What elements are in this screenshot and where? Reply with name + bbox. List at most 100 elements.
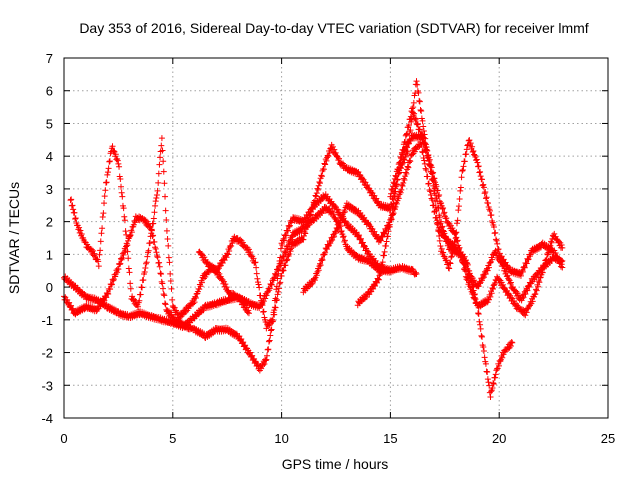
data-point xyxy=(471,295,478,302)
data-point xyxy=(407,136,414,143)
data-point xyxy=(228,242,235,249)
data-point xyxy=(395,195,402,202)
data-point xyxy=(127,280,134,287)
data-point xyxy=(439,223,446,230)
data-point xyxy=(255,281,262,288)
data-point xyxy=(469,143,476,150)
data-point xyxy=(150,215,157,222)
data-point xyxy=(392,188,399,195)
data-point xyxy=(275,285,282,292)
data-point xyxy=(525,283,531,290)
data-point xyxy=(484,267,491,274)
data-point xyxy=(415,89,422,96)
data-point xyxy=(419,148,426,155)
data-point xyxy=(460,163,467,170)
data-point xyxy=(508,339,515,346)
data-point xyxy=(103,179,110,186)
data-point xyxy=(437,242,444,249)
data-point xyxy=(544,250,551,257)
data-point xyxy=(66,303,73,310)
data-point xyxy=(509,339,516,346)
data-point xyxy=(96,251,103,258)
data-point xyxy=(375,276,382,283)
data-point xyxy=(400,151,407,158)
data-point xyxy=(323,157,330,164)
data-point xyxy=(315,267,322,274)
data-point xyxy=(91,250,98,257)
data-point xyxy=(216,263,223,270)
axis-ticks: 0 5 10 15 20 25 -4 -3 -2 -1 0 1 2 3 4 5 6 7 xyxy=(41,51,615,446)
data-point xyxy=(315,186,322,193)
data-point xyxy=(152,202,159,209)
data-point xyxy=(160,168,167,175)
data-point xyxy=(318,257,325,264)
data-point xyxy=(536,279,543,286)
data-point xyxy=(389,203,396,210)
data-point xyxy=(402,169,409,176)
data-point xyxy=(390,179,397,186)
data-point xyxy=(434,221,441,228)
data-point xyxy=(317,262,324,269)
data-point xyxy=(394,176,401,183)
data-point xyxy=(558,242,565,249)
data-point xyxy=(154,187,161,194)
data-point xyxy=(166,259,173,266)
data-point xyxy=(275,263,282,270)
data-point xyxy=(330,211,337,218)
data-point xyxy=(353,229,360,236)
data-point xyxy=(153,194,160,201)
data-point xyxy=(95,263,102,270)
data-point xyxy=(372,232,379,239)
data-point xyxy=(266,337,273,344)
data-point xyxy=(339,234,346,241)
data-point xyxy=(413,78,420,85)
data-point xyxy=(134,303,141,310)
data-point xyxy=(366,222,373,229)
data-point xyxy=(352,206,359,213)
data-point xyxy=(522,290,529,297)
data-point xyxy=(282,231,289,238)
data-point xyxy=(258,297,265,304)
data-point xyxy=(274,266,281,273)
data-point xyxy=(128,229,135,236)
data-point xyxy=(158,142,165,149)
data-point xyxy=(117,260,124,267)
data-point xyxy=(152,198,159,205)
data-point xyxy=(276,280,283,287)
data-point xyxy=(127,285,134,292)
data-point xyxy=(151,209,158,216)
data-point xyxy=(430,169,437,176)
data-point xyxy=(238,297,245,304)
data-point xyxy=(385,228,392,235)
data-point xyxy=(548,238,555,245)
data-point xyxy=(167,270,174,277)
data-point xyxy=(191,299,198,306)
data-point xyxy=(483,194,490,201)
data-point xyxy=(386,266,393,273)
data-point xyxy=(551,230,558,237)
data-point xyxy=(531,293,538,300)
data-point xyxy=(481,190,488,197)
data-point xyxy=(469,148,476,155)
data-point xyxy=(377,237,384,244)
data-point xyxy=(278,272,285,279)
data-point xyxy=(356,232,363,239)
data-point xyxy=(333,152,340,159)
data-point xyxy=(479,176,486,183)
data-point xyxy=(123,231,130,238)
data-point xyxy=(491,281,498,288)
data-points xyxy=(61,78,566,400)
data-point xyxy=(507,342,514,349)
data-point xyxy=(142,217,149,224)
data-point xyxy=(192,294,199,301)
data-point xyxy=(486,207,493,214)
data-point xyxy=(165,308,172,315)
data-point xyxy=(519,268,526,275)
data-point xyxy=(484,200,491,207)
data-point xyxy=(481,354,488,361)
data-point xyxy=(329,143,336,150)
data-point xyxy=(168,285,175,292)
data-point xyxy=(524,305,531,312)
data-point xyxy=(525,256,531,263)
data-point xyxy=(287,248,294,255)
